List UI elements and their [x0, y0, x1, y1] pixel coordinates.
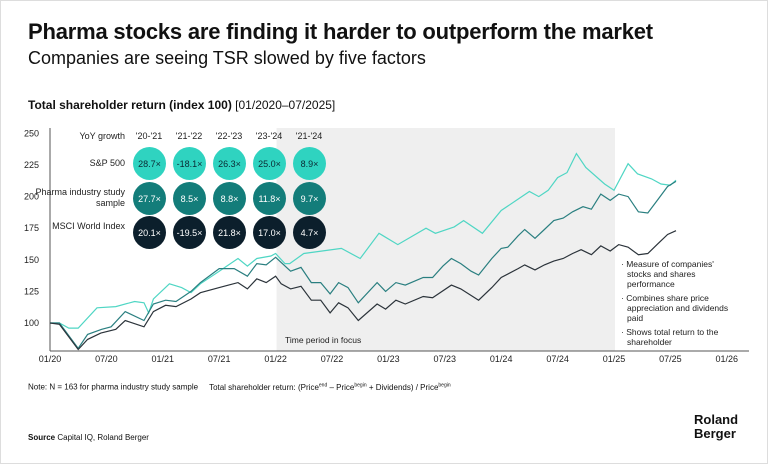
y-tick-label: 150: [24, 255, 39, 265]
x-tick-label: 01/20: [39, 354, 62, 364]
yoy-column-header: '21-'22: [175, 131, 203, 141]
y-tick-label: 225: [24, 160, 39, 170]
x-tick-label: 01/21: [152, 354, 175, 364]
tsr-formula: Total shareholder return: (Priceend – Pr…: [209, 382, 451, 392]
yoy-value-bubble: 11.8×: [253, 182, 286, 215]
page-subtitle: Companies are seeing TSR slowed by five …: [28, 48, 426, 68]
yoy-column-header: '23-'24: [255, 131, 283, 141]
yoy-value-bubble: 8.8×: [213, 182, 246, 215]
x-tick-label: 07/21: [208, 354, 231, 364]
yoy-value-bubble: 28.7×: [133, 147, 166, 180]
x-tick-label: 07/23: [434, 354, 457, 364]
x-tick-label: 07/20: [95, 354, 118, 364]
tsr-definition-list: · Measure of companies' stocks and share…: [619, 259, 739, 351]
page-title: Pharma stocks are finding it harder to o…: [28, 19, 653, 44]
yoy-column-header: '21-'24: [295, 131, 323, 141]
yoy-row-label: Pharma industry study sample: [35, 187, 125, 208]
x-tick-label: 07/22: [321, 354, 344, 364]
yoy-value-bubble: 20.1×: [133, 216, 166, 249]
yoy-header: YoY growth: [79, 131, 125, 141]
yoy-column-header: '22-'23: [215, 131, 243, 141]
yoy-row-label: S&P 500: [89, 158, 125, 168]
x-tick-label: 07/25: [659, 354, 682, 364]
roland-berger-logo: Roland Berger: [694, 412, 739, 441]
yoy-value-bubble: 4.7×: [293, 216, 326, 249]
yoy-value-bubble: 8.9×: [293, 147, 326, 180]
chart-title-main: Total shareholder return (index 100): [28, 98, 232, 112]
x-tick-label: 01/26: [716, 354, 739, 364]
x-tick-label: 01/23: [377, 354, 400, 364]
chart-title-range: [01/2020–07/2025]: [235, 98, 336, 112]
yoy-value-bubble: 8.5×: [173, 182, 206, 215]
y-tick-label: 125: [24, 286, 39, 296]
bullet-item: · Measure of companies' stocks and share…: [621, 259, 714, 289]
x-tick-label: 01/25: [603, 354, 626, 364]
series-line-msci: [49, 230, 677, 351]
yoy-value-bubble: 17.0×: [253, 216, 286, 249]
x-tick-label: 07/24: [546, 354, 569, 364]
x-tick-label: 01/22: [264, 354, 287, 364]
yoy-value-bubble: 21.8×: [213, 216, 246, 249]
note-text: Note: N = 163 for pharma industry study …: [28, 382, 199, 392]
y-tick-label: 250: [24, 128, 39, 138]
footnote: Note: N = 163 for pharma industry study …: [28, 382, 451, 392]
bullet-item: · Combines share price appreciation and …: [621, 293, 729, 323]
series-line-sp500: [50, 152, 677, 329]
y-tick-label: 200: [24, 192, 39, 202]
yoy-value-bubble: 27.7×: [133, 182, 166, 215]
yoy-value-bubble: 9.7×: [293, 182, 326, 215]
series-line-pharma: [50, 180, 677, 350]
source-line: Source Capital IQ, Roland Berger: [28, 433, 149, 442]
yoy-value-bubble: 26.3×: [213, 147, 246, 180]
yoy-value-bubble: -19.5×: [173, 216, 206, 249]
chart-title: Total shareholder return (index 100) [01…: [28, 98, 335, 112]
x-tick-label: 01/24: [490, 354, 513, 364]
yoy-row-label: MSCI World Index: [52, 221, 125, 231]
yoy-value-bubble: -18.1×: [173, 147, 206, 180]
yoy-value-bubble: 25.0×: [253, 147, 286, 180]
y-tick-label: 175: [24, 223, 39, 233]
yoy-column-header: '20-'21: [135, 131, 163, 141]
focus-period-label: Time period in focus: [285, 335, 362, 345]
focus-period-shading: [276, 128, 615, 351]
y-tick-label: 100: [24, 318, 39, 328]
bullet-item: · Shows total return to the shareholder: [621, 327, 719, 347]
